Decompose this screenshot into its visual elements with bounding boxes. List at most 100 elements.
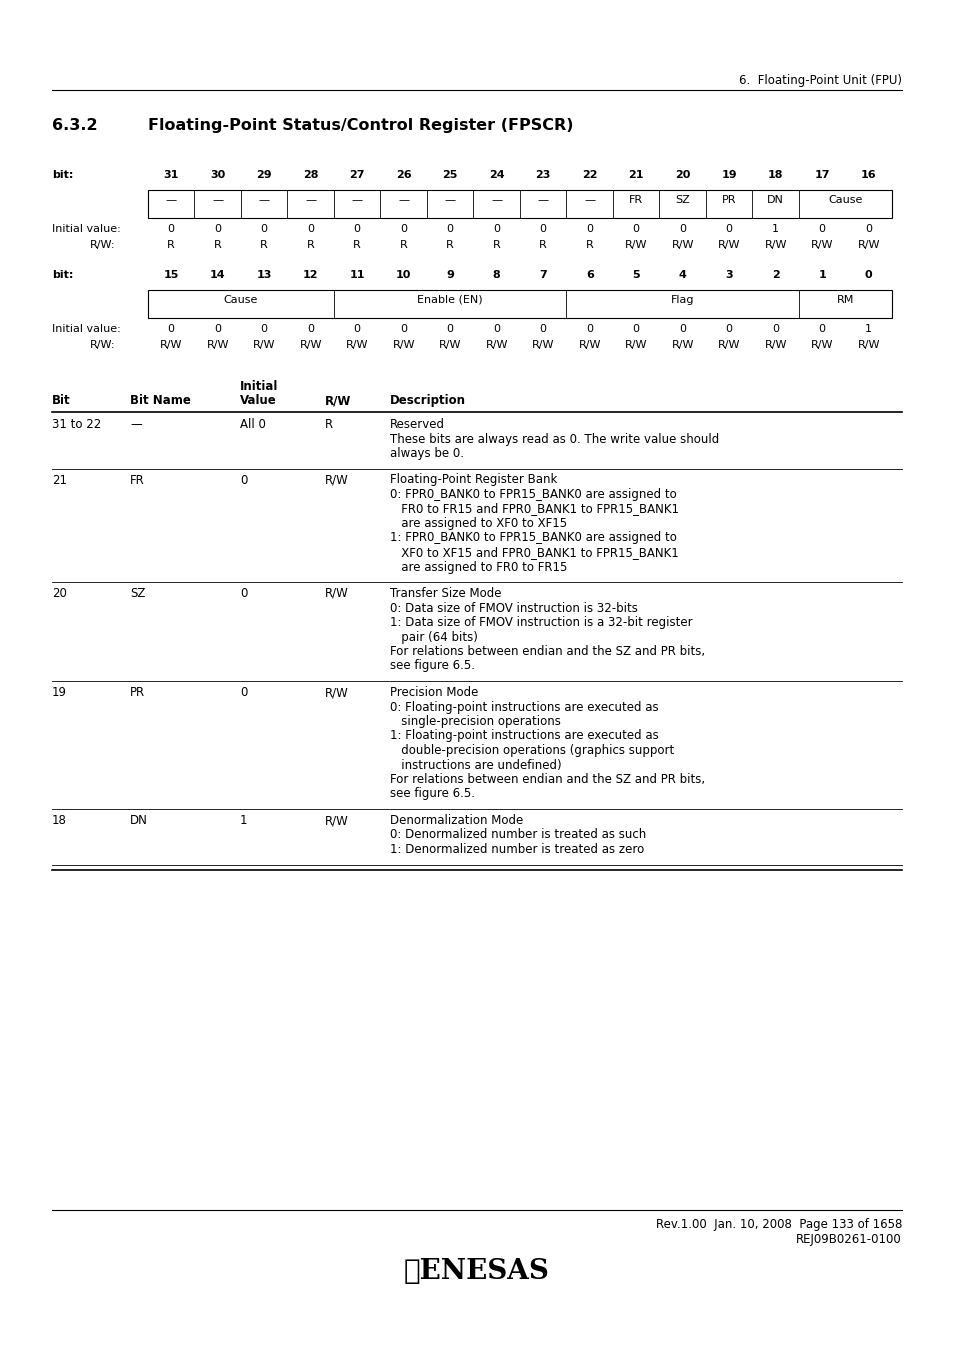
Text: 28: 28	[303, 170, 318, 180]
Text: 0: 0	[818, 324, 825, 333]
Text: R/W: R/W	[299, 340, 322, 350]
Text: R: R	[493, 240, 500, 250]
Text: —: —	[583, 194, 595, 205]
Text: 0: 0	[260, 324, 268, 333]
Text: 8: 8	[493, 270, 500, 279]
Text: 25: 25	[442, 170, 457, 180]
Text: 31 to 22: 31 to 22	[52, 418, 101, 431]
Text: 30: 30	[210, 170, 225, 180]
Text: 18: 18	[52, 814, 67, 828]
Text: All 0: All 0	[240, 418, 266, 431]
Text: 19: 19	[52, 686, 67, 699]
Text: 24: 24	[489, 170, 504, 180]
Text: 0: 0	[493, 224, 499, 234]
Text: 0: 0	[864, 224, 871, 234]
Text: R: R	[538, 240, 547, 250]
Text: —: —	[444, 194, 456, 205]
Text: 0: 0	[864, 270, 872, 279]
Text: are assigned to XF0 to XF15: are assigned to XF0 to XF15	[390, 517, 566, 531]
Text: R: R	[325, 418, 333, 431]
Text: Flag: Flag	[670, 296, 694, 305]
Text: see figure 6.5.: see figure 6.5.	[390, 787, 475, 801]
Text: Bit Name: Bit Name	[130, 394, 191, 406]
Text: R/W: R/W	[253, 340, 275, 350]
Text: 0: 0	[586, 324, 593, 333]
Text: R: R	[399, 240, 407, 250]
Text: Cause: Cause	[827, 194, 862, 205]
Text: R/W: R/W	[325, 474, 349, 486]
Text: 0: 0	[214, 224, 221, 234]
Text: 0: 0	[400, 224, 407, 234]
Text: Denormalization Mode: Denormalization Mode	[390, 814, 522, 828]
Text: instructions are undefined): instructions are undefined)	[390, 759, 561, 771]
Text: 22: 22	[581, 170, 597, 180]
Text: R: R	[585, 240, 593, 250]
Text: 5: 5	[632, 270, 639, 279]
Text: 26: 26	[395, 170, 411, 180]
Text: 0: 0	[354, 324, 360, 333]
Text: 0: 0	[400, 324, 407, 333]
Text: see figure 6.5.: see figure 6.5.	[390, 660, 475, 672]
Text: 23: 23	[535, 170, 551, 180]
Text: DN: DN	[130, 814, 148, 828]
Text: R/W: R/W	[578, 340, 600, 350]
Text: single-precision operations: single-precision operations	[390, 716, 560, 728]
Text: R/W: R/W	[763, 340, 786, 350]
Text: —: —	[491, 194, 502, 205]
Text: 0: 0	[214, 324, 221, 333]
Text: R/W: R/W	[325, 686, 349, 699]
Text: 6: 6	[585, 270, 593, 279]
Text: Enable (EN): Enable (EN)	[417, 296, 482, 305]
Text: FR: FR	[629, 194, 642, 205]
Text: 0: 0	[240, 474, 247, 486]
Text: R/W: R/W	[624, 240, 647, 250]
Text: R/W: R/W	[206, 340, 229, 350]
Text: Bit: Bit	[52, 394, 71, 406]
Text: 0: 0	[725, 324, 732, 333]
Text: 0: 0	[446, 324, 454, 333]
Text: R: R	[260, 240, 268, 250]
Text: —: —	[352, 194, 362, 205]
Text: R: R	[353, 240, 361, 250]
Text: double-precision operations (graphics support: double-precision operations (graphics su…	[390, 744, 674, 757]
Text: 0: Floating-point instructions are executed as: 0: Floating-point instructions are execu…	[390, 701, 658, 714]
Text: 29: 29	[256, 170, 272, 180]
Text: Value: Value	[240, 394, 276, 406]
Text: 6.  Floating-Point Unit (FPU): 6. Floating-Point Unit (FPU)	[739, 74, 901, 86]
Text: 1: FPR0_BANK0 to FPR15_BANK0 are assigned to: 1: FPR0_BANK0 to FPR15_BANK0 are assigne…	[390, 532, 677, 544]
Text: bit:: bit:	[52, 170, 73, 180]
Text: R/W: R/W	[160, 340, 182, 350]
Text: 21: 21	[628, 170, 643, 180]
Text: RM: RM	[836, 296, 853, 305]
Text: Reserved: Reserved	[390, 418, 444, 431]
Text: Description: Description	[390, 394, 465, 406]
Text: These bits are always read as 0. The write value should: These bits are always read as 0. The wri…	[390, 432, 719, 446]
Text: 0: 0	[240, 587, 247, 599]
Text: 0: 0	[168, 324, 174, 333]
Text: R/W:: R/W:	[90, 340, 115, 350]
Text: 17: 17	[814, 170, 829, 180]
Text: pair (64 bits): pair (64 bits)	[390, 630, 477, 644]
Text: R/W: R/W	[485, 340, 507, 350]
Text: SZ: SZ	[130, 587, 145, 599]
Text: 0: FPR0_BANK0 to FPR15_BANK0 are assigned to: 0: FPR0_BANK0 to FPR15_BANK0 are assigne…	[390, 487, 676, 501]
Text: Initial: Initial	[240, 379, 278, 393]
Text: R/W: R/W	[624, 340, 647, 350]
Bar	[148, 190, 891, 217]
Text: R: R	[446, 240, 454, 250]
Text: 1: Floating-point instructions are executed as: 1: Floating-point instructions are execu…	[390, 729, 659, 742]
Text: —: —	[212, 194, 223, 205]
Text: R/W: R/W	[857, 340, 879, 350]
Text: 1: 1	[240, 814, 247, 828]
Text: R/W: R/W	[671, 240, 693, 250]
Text: ℜENESAS: ℜENESAS	[404, 1258, 549, 1285]
Text: PR: PR	[130, 686, 145, 699]
Text: 0: 0	[725, 224, 732, 234]
Text: R/W: R/W	[810, 240, 833, 250]
Text: 0: 0	[818, 224, 825, 234]
Text: R/W: R/W	[810, 340, 833, 350]
Text: 15: 15	[163, 270, 179, 279]
Text: 2: 2	[771, 270, 779, 279]
Text: 0: 0	[539, 324, 546, 333]
Text: 0: 0	[354, 224, 360, 234]
